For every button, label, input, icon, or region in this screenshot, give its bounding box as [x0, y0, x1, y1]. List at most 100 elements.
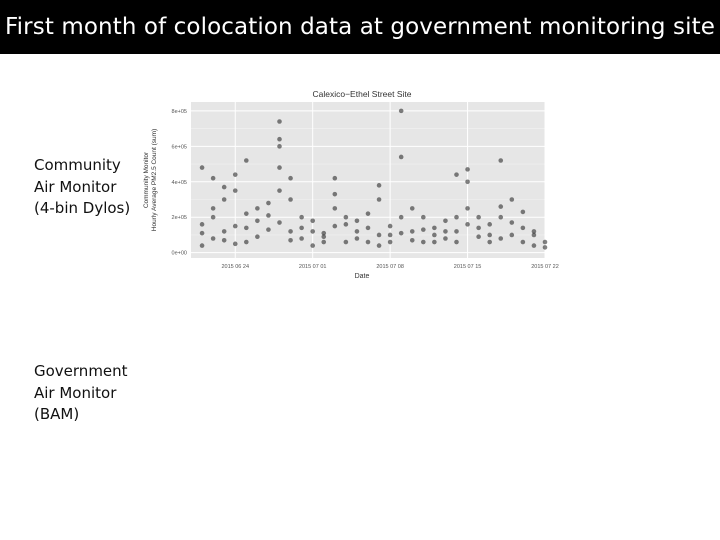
data-point — [520, 239, 526, 245]
data-point — [365, 225, 371, 231]
data-point — [465, 206, 470, 211]
data-point — [398, 154, 404, 160]
data-point — [277, 188, 282, 193]
data-point — [421, 239, 426, 245]
data-point — [432, 225, 437, 231]
data-point — [299, 236, 304, 241]
data-point — [498, 214, 504, 220]
data-point — [266, 227, 271, 232]
data-point — [244, 158, 249, 163]
data-point — [520, 225, 526, 231]
data-point — [210, 175, 216, 181]
data-point — [221, 237, 227, 243]
data-point — [409, 237, 415, 243]
data-point — [354, 218, 360, 224]
data-point — [454, 172, 459, 177]
community-monitor-label: Community Air Monitor (4-bin Dylos) — [34, 155, 130, 220]
chart-title: Calexico−Ethel Street Site — [313, 89, 412, 99]
data-point — [232, 188, 238, 193]
data-point — [531, 243, 537, 248]
data-point — [465, 179, 470, 185]
data-point — [409, 206, 415, 211]
data-point — [454, 229, 459, 234]
plot-panel — [191, 102, 545, 258]
data-point — [498, 236, 504, 241]
data-point — [210, 206, 216, 211]
y-tick-label: 0e+00 — [172, 251, 187, 257]
data-point — [354, 229, 360, 234]
data-point — [421, 214, 426, 220]
data-point — [321, 239, 327, 245]
data-point — [509, 232, 515, 238]
y-tick-label: 4e+05 — [172, 180, 187, 186]
slide-title: First month of colocation data at govern… — [0, 0, 720, 54]
data-point — [299, 225, 304, 231]
data-point — [244, 239, 249, 245]
data-point — [398, 230, 404, 236]
data-point — [376, 183, 382, 188]
data-point — [255, 234, 260, 240]
y-axis-label-line-1: Community Monitor — [143, 151, 150, 208]
x-tick-label: 2015 07 08 — [376, 264, 404, 270]
data-point — [432, 232, 437, 238]
data-point — [332, 206, 338, 211]
data-point — [232, 241, 238, 247]
data-point — [199, 222, 205, 227]
community-label-line-1: Community — [34, 156, 121, 174]
data-point — [210, 236, 216, 241]
data-point — [465, 222, 470, 227]
data-point — [232, 223, 238, 229]
data-point — [498, 158, 504, 163]
data-point — [255, 206, 260, 211]
data-point — [277, 220, 282, 225]
data-point — [443, 229, 448, 234]
data-point — [509, 220, 515, 225]
y-axis-label-line-2: Hourly Average PM2.5 Count (sum) — [151, 129, 158, 231]
data-point — [310, 243, 315, 248]
data-point — [232, 172, 238, 177]
data-point — [520, 209, 526, 215]
data-point — [277, 119, 282, 124]
data-point — [487, 232, 492, 238]
data-point — [221, 229, 227, 234]
data-point — [542, 239, 548, 245]
data-point — [531, 232, 537, 238]
y-tick-label: 6e+05 — [172, 144, 187, 150]
data-point — [277, 144, 282, 149]
data-point — [465, 167, 470, 172]
data-point — [277, 165, 282, 170]
data-point — [376, 232, 382, 238]
data-point — [244, 211, 249, 216]
data-point — [454, 214, 459, 220]
x-axis-label: Date — [355, 273, 370, 280]
data-point — [221, 197, 227, 202]
y-axis-ticks: 0e+00 2e+05 4e+05 6e+05 8e+05 — [172, 109, 187, 257]
data-point — [221, 184, 227, 190]
data-point — [288, 197, 293, 202]
data-point — [487, 222, 492, 227]
data-point — [288, 237, 293, 243]
data-point — [266, 200, 271, 206]
data-point — [210, 214, 216, 220]
data-points — [199, 108, 548, 250]
community-label-line-3: (4-bin Dylos) — [34, 199, 131, 217]
scatter-chart: Calexico−Ethel Street Site 2015 06 24 201… — [143, 89, 559, 280]
data-point — [376, 197, 382, 202]
data-point — [509, 197, 515, 202]
data-point — [343, 214, 349, 220]
data-point — [199, 165, 205, 170]
data-point — [255, 218, 260, 224]
x-tick-label: 2015 07 01 — [299, 264, 327, 270]
data-point — [244, 225, 249, 231]
x-tick-label: 2015 07 22 — [531, 264, 559, 270]
data-point — [332, 223, 338, 229]
data-point — [321, 230, 327, 236]
data-point — [398, 214, 404, 220]
data-point — [299, 214, 304, 220]
x-tick-label: 2015 06 24 — [221, 264, 249, 270]
data-point — [288, 175, 293, 181]
x-axis-ticks: 2015 06 24 2015 07 01 2015 07 08 2015 07 15… — [221, 264, 558, 270]
data-point — [376, 243, 382, 248]
data-point — [266, 213, 271, 218]
data-point — [421, 227, 426, 232]
